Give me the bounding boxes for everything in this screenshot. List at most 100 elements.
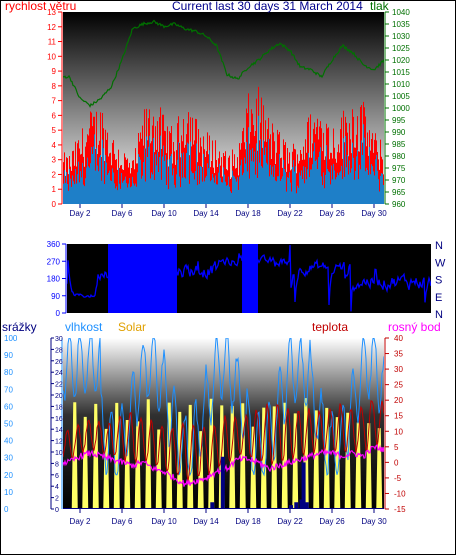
wind-speed-tick-label: 1	[52, 185, 57, 194]
wind-direction-series	[67, 244, 431, 313]
humidity-tick-label: 90	[4, 351, 13, 360]
rain-axis-label: srážky	[2, 320, 37, 334]
humidity-axis-label: vlhkost	[65, 320, 103, 334]
pressure-tick-label: 965	[392, 188, 406, 197]
compass-label: N	[435, 309, 443, 321]
temperature-tick-label: 25	[394, 381, 403, 390]
temperature-tick-label: 10	[394, 427, 403, 436]
chart-title: Current last 30 days 31 March 2014	[172, 0, 363, 13]
pressure-tick-label: 990	[392, 128, 406, 137]
pressure-tick-label: 980	[392, 152, 406, 161]
dew-point-axis-label: rosný bod	[388, 320, 441, 334]
day-tick-label: Day 6	[112, 209, 133, 218]
pressure-tick-label: 1000	[392, 104, 410, 113]
wind-speed-tick-label: 2	[52, 170, 57, 179]
day-tick-label: Day 30	[361, 517, 387, 526]
compass-label: E	[435, 292, 442, 304]
pressure-tick-label: 1015	[392, 68, 410, 77]
day-tick-label: Day 26	[319, 209, 345, 218]
humidity-tick-label: 40	[4, 437, 13, 446]
day-tick-label: Day 10	[151, 209, 177, 218]
wind-direction-tick-label: 180	[47, 275, 61, 284]
rain-tick-label: 16	[55, 416, 63, 423]
weather-axes: 0102030405060708090100024681012141618202…	[4, 334, 406, 526]
humidity-tick-label: 60	[4, 402, 13, 411]
humidity-tick-label: 70	[4, 385, 13, 394]
pressure-line	[63, 19, 384, 108]
pressure-tick-label: 1025	[392, 44, 410, 53]
pressure-tick-label: 1005	[392, 92, 410, 101]
rain-tick-label: 0	[55, 507, 59, 514]
compass-label: N	[435, 240, 443, 252]
pressure-tick-label: 1030	[392, 32, 410, 41]
day-tick-label: Day 18	[235, 209, 261, 218]
rain-tick-label: 26	[55, 359, 63, 366]
wind-speed-tick-label: 8	[52, 82, 57, 91]
rain-tick-label: 18	[55, 404, 63, 411]
wind-speed-tick-label: 10	[47, 52, 56, 61]
day-tick-label: Day 10	[151, 517, 177, 526]
pressure-tick-label: 985	[392, 140, 406, 149]
pressure-tick-label: 995	[392, 116, 406, 125]
rain-tick-label: 24	[55, 370, 63, 377]
wind-speed-tick-label: 5	[52, 126, 57, 135]
pressure-tick-label: 1035	[392, 20, 410, 29]
wind-speed-tick-label: 4	[52, 141, 57, 150]
pressure-tick-label: 1020	[392, 56, 410, 65]
day-tick-label: Day 26	[319, 517, 345, 526]
wind-speed-tick-label: 3	[52, 156, 57, 165]
pressure-tick-label: 1040	[392, 8, 410, 17]
day-tick-label: Day 18	[235, 517, 261, 526]
wind-direction-tick-label: 0	[56, 309, 61, 318]
wind-speed-tick-label: 9	[52, 67, 57, 76]
wind-speed-tick-label: 6	[52, 111, 57, 120]
day-tick-label: Day 14	[193, 517, 219, 526]
compass-label: W	[435, 257, 446, 269]
day-tick-label: Day 2	[70, 209, 91, 218]
day-tick-label: Day 2	[70, 517, 91, 526]
temperature-tick-label: 20	[394, 396, 403, 405]
temperature-tick-label: 5	[394, 443, 399, 452]
humidity-tick-label: 20	[4, 471, 13, 480]
wind-direction-block	[108, 244, 177, 313]
wind-direction-tick-label: 90	[51, 292, 60, 301]
humidity-tick-label: 100	[4, 334, 18, 343]
rain-tick-label: 2	[55, 496, 59, 503]
day-tick-label: Day 6	[112, 517, 133, 526]
wind-speed-tick-label: 12	[47, 23, 56, 32]
rain-tick-label: 28	[55, 347, 63, 354]
wind-direction-line	[67, 244, 431, 312]
humidity-tick-label: 0	[4, 505, 9, 514]
day-tick-label: Day 22	[277, 209, 303, 218]
pressure-tick-label: 1010	[392, 80, 410, 89]
temperature-tick-label: -10	[394, 489, 406, 498]
wind-direction-tick-label: 360	[47, 240, 61, 249]
wind-speed-tick-label: 0	[52, 200, 57, 209]
wind-speed-tick-label: 7	[52, 97, 57, 106]
weather-series	[63, 338, 384, 509]
rain-tick-label: 6	[55, 473, 59, 480]
rain-tick-label: 4	[55, 484, 59, 491]
humidity-tick-label: 50	[4, 420, 13, 429]
rain-tick-label: 10	[55, 450, 63, 457]
temperature-tick-label: 40	[394, 334, 403, 343]
humidity-tick-label: 30	[4, 454, 13, 463]
temperature-axis-label: teplota	[312, 320, 348, 334]
temperature-tick-label: 35	[394, 350, 403, 359]
rain-tick-label: 8	[55, 461, 59, 468]
humidity-tick-label: 10	[4, 488, 13, 497]
day-tick-label: Day 22	[277, 517, 303, 526]
rain-tick-label: 22	[55, 382, 63, 389]
temperature-line	[63, 400, 384, 482]
temperature-tick-label: 30	[394, 365, 403, 374]
pressure-axis-label: tlak	[370, 0, 390, 13]
temperature-tick-label: 15	[394, 412, 403, 421]
temperature-tick-label: 0	[394, 458, 399, 467]
humidity-tick-label: 80	[4, 368, 13, 377]
rain-tick-label: 20	[55, 393, 63, 400]
temperature-tick-label: -15	[394, 505, 406, 514]
wind-speed-tick-label: 11	[48, 38, 57, 47]
wind-speed-axis-label: rychlost větru	[5, 0, 76, 13]
